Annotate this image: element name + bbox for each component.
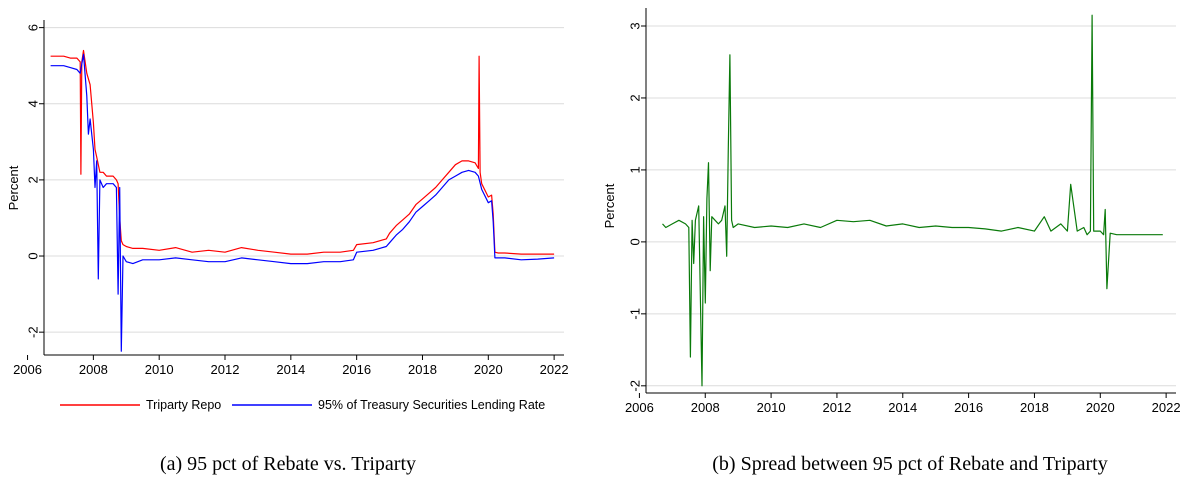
series-line-95-of-treasury-securities-lending-rate — [50, 53, 555, 352]
panel-a-legend: Triparty Repo 95% of Treasury Securities… — [60, 398, 545, 412]
y-tick-label: 2 — [25, 176, 40, 183]
panel-a-gridlines — [44, 27, 564, 333]
x-tick-label: 2018 — [408, 362, 437, 377]
panel-a-chart: -2 0 2 4 6 2006 2008 2010 2012 2014 2016 2018 2020 20… — [6, 20, 569, 475]
series-line-spread — [662, 14, 1163, 387]
legend-label-triparty-repo: Triparty Repo — [146, 398, 221, 412]
panel-b-caption: (b) Spread between 95 pct of Rebate and … — [712, 453, 1107, 475]
panel-a-caption: (a) 95 pct of Rebate vs. Triparty — [160, 453, 416, 475]
x-tick-label: 2014 — [888, 400, 917, 415]
y-tick-label: 4 — [25, 100, 40, 107]
panel-a-plot-area — [44, 20, 564, 355]
x-tick-label: 2014 — [276, 362, 305, 377]
series-line-triparty-repo — [50, 49, 555, 255]
x-tick-label: 2012 — [211, 362, 240, 377]
y-tick-label: 6 — [25, 24, 40, 31]
x-tick-label: 2006 — [625, 400, 654, 415]
x-tick-label: 2008 — [79, 362, 108, 377]
x-tick-label: 2020 — [1086, 400, 1115, 415]
panel-b-y-axis-title: Percent — [602, 183, 617, 228]
y-tick-label: -1 — [627, 308, 642, 320]
y-tick-label: 2 — [627, 94, 642, 101]
panel-a-y-axis-title: Percent — [6, 165, 21, 210]
panel-b-chart: -2 -1 0 1 2 3 2006 2008 2010 2012 2014 2016 2018 2020… — [602, 8, 1181, 475]
panel-b-series — [662, 14, 1163, 387]
y-tick-label: -2 — [627, 380, 642, 392]
y-tick-label: 3 — [627, 22, 642, 29]
y-tick-label: 0 — [25, 252, 40, 259]
x-tick-label: 2022 — [540, 362, 569, 377]
x-tick-label: 2022 — [1152, 400, 1181, 415]
x-tick-label: 2006 — [13, 362, 42, 377]
panel-a-series — [50, 49, 555, 352]
y-tick-label: 1 — [627, 166, 642, 173]
legend-label-treasury-lending: 95% of Treasury Securities Lending Rate — [318, 398, 545, 412]
x-tick-label: 2010 — [145, 362, 174, 377]
x-tick-label: 2008 — [691, 400, 720, 415]
x-tick-label: 2016 — [342, 362, 371, 377]
panel-a-axes: -2 0 2 4 6 2006 2008 2010 2012 2014 2016 2018 2020 20… — [13, 20, 569, 377]
panel-b-axes: -2 -1 0 1 2 3 2006 2008 2010 2012 2014 2016 2018 2020… — [625, 8, 1181, 415]
x-tick-label: 2020 — [474, 362, 503, 377]
x-tick-label: 2012 — [822, 400, 851, 415]
panel-b-gridlines — [646, 25, 1176, 387]
x-tick-label: 2018 — [1020, 400, 1049, 415]
panel-b-plot-area — [646, 8, 1176, 393]
x-tick-label: 2016 — [954, 400, 983, 415]
x-tick-label: 2010 — [757, 400, 786, 415]
y-tick-label: -2 — [25, 326, 40, 338]
y-tick-label: 0 — [627, 238, 642, 245]
